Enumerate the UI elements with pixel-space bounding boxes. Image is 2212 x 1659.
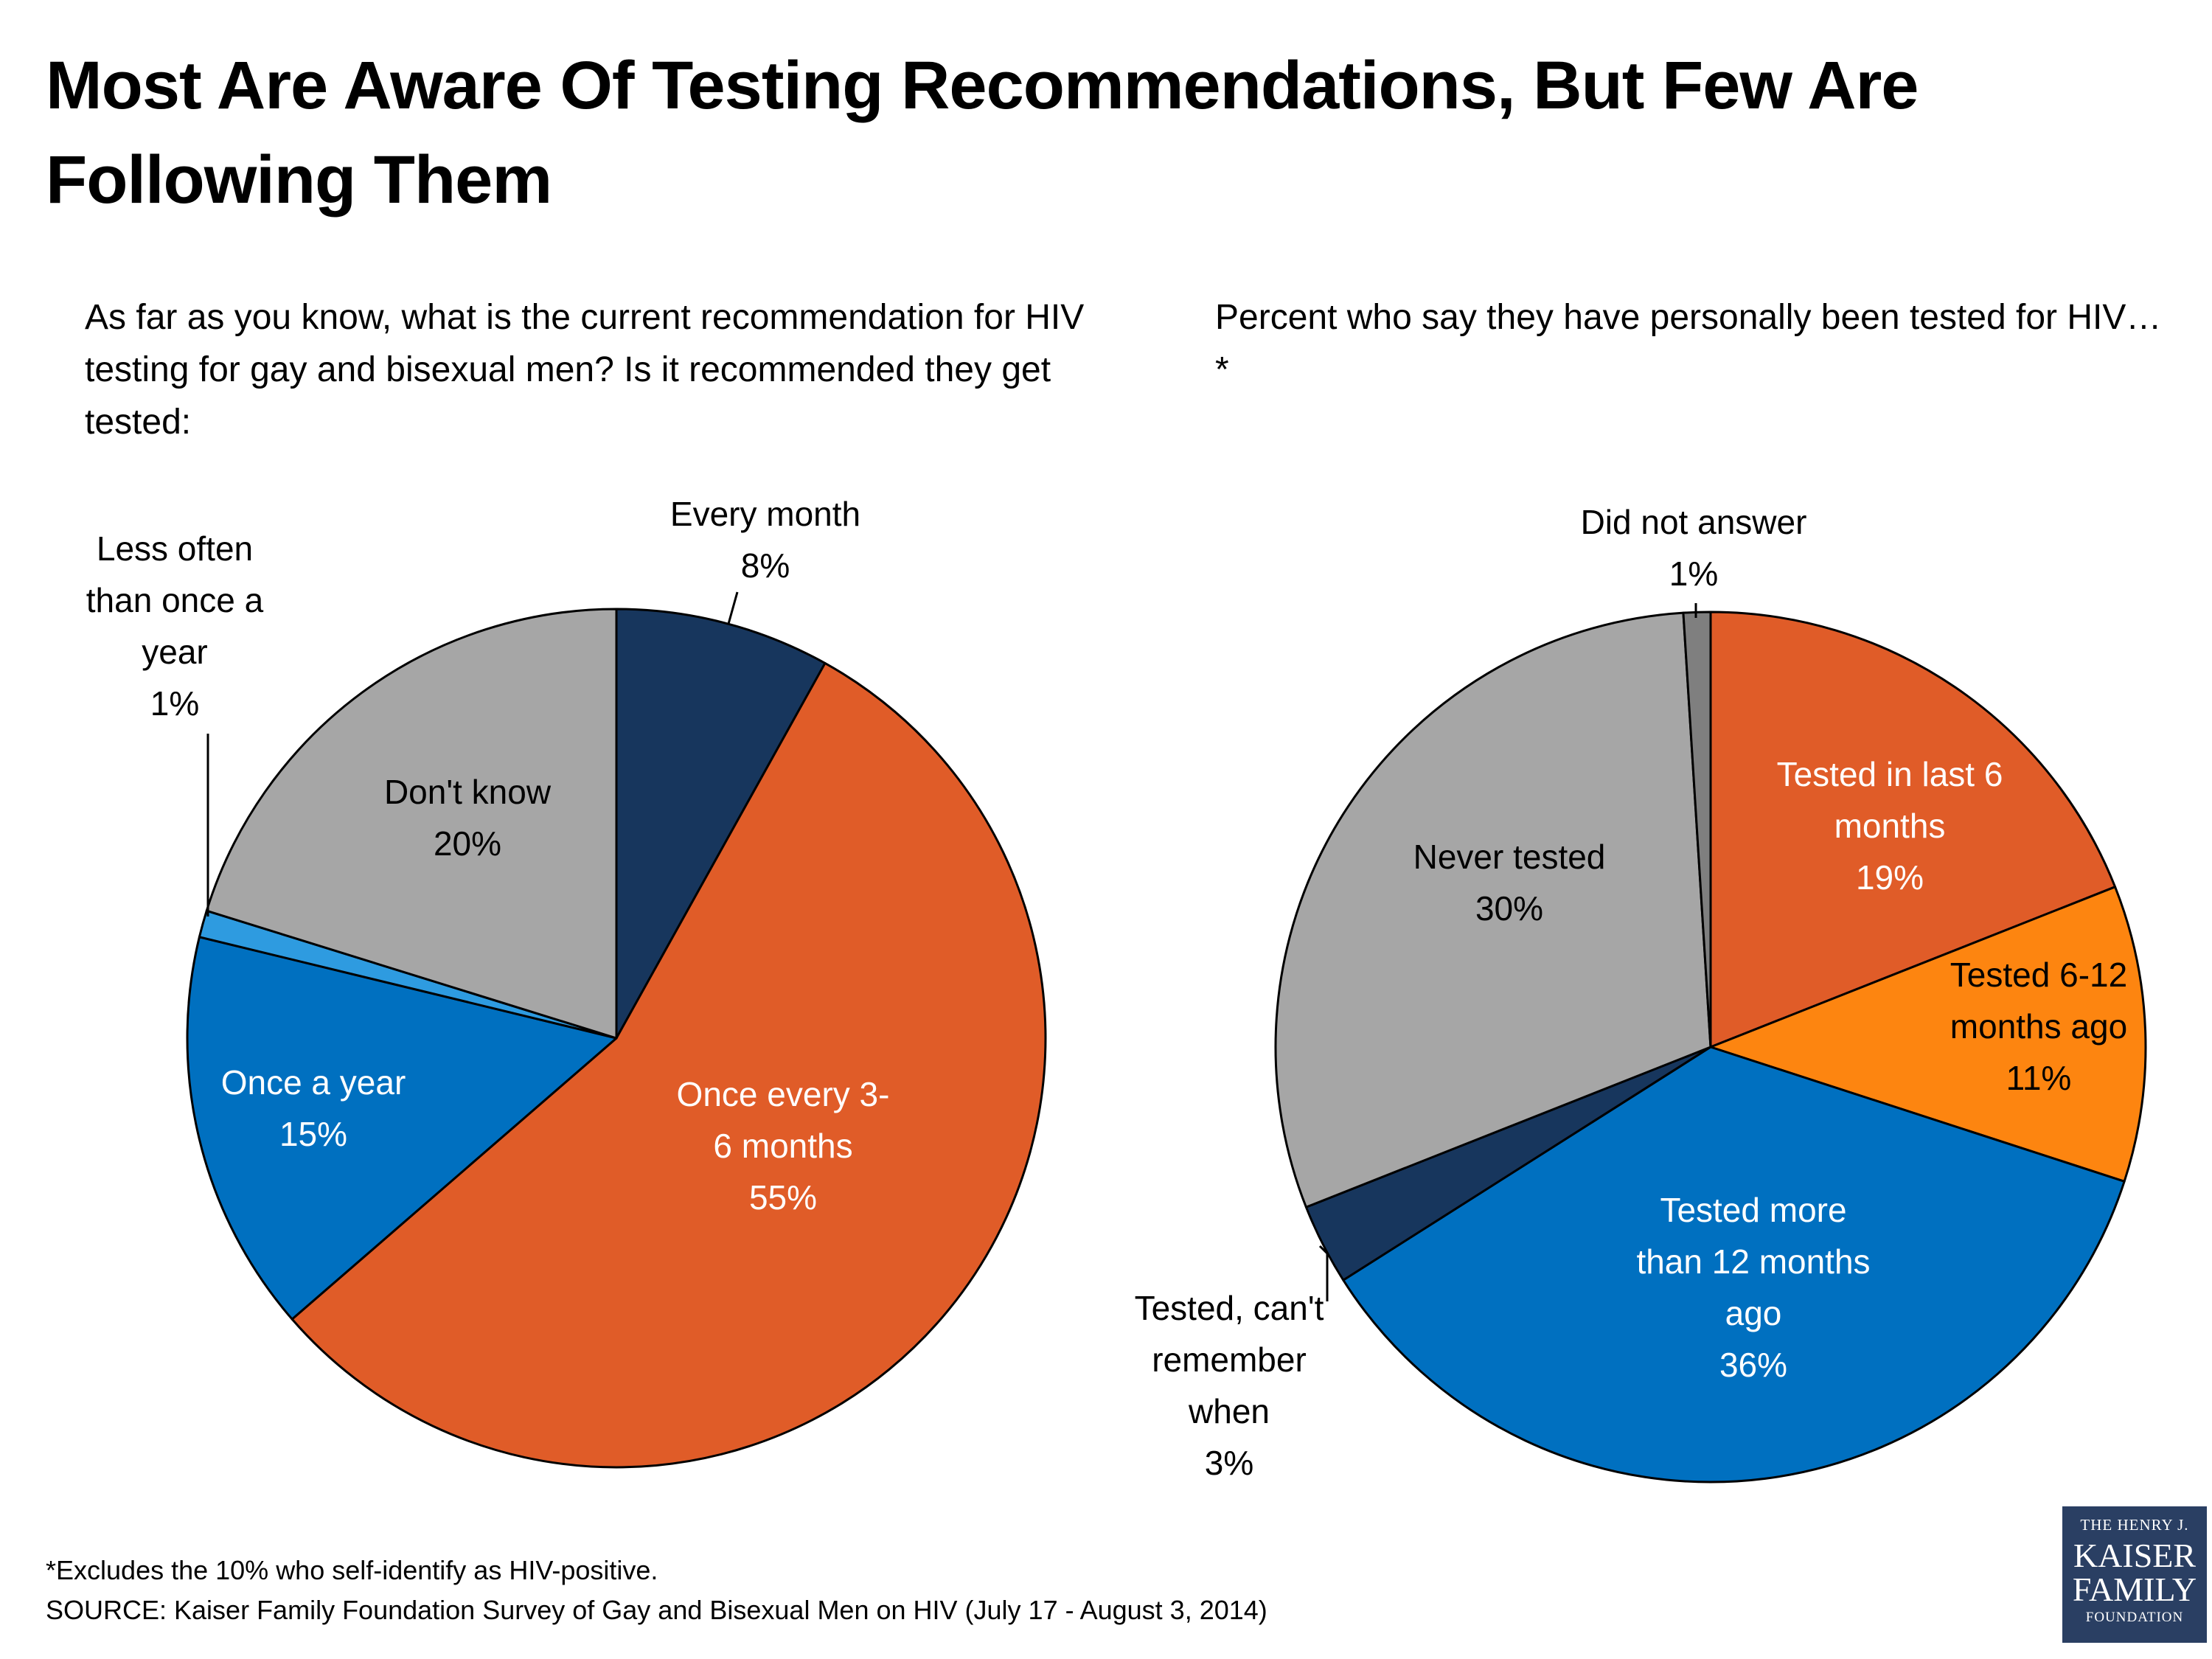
pie-slice-once-every-3-6-months bbox=[291, 661, 1047, 1469]
data-label-did-not-answer: Did not answer 1% bbox=[1581, 503, 1807, 593]
data-label-don-t-know: Don't know 20% bbox=[384, 773, 552, 863]
pie-slice-don-t-know bbox=[205, 608, 618, 1040]
logo-line-3: FAMILY bbox=[2072, 1571, 2197, 1608]
pie-chart-testing-history: Tested in last 6 months 19% Tested 6-12 mont… bbox=[1135, 503, 2147, 1484]
kff-logo: THE HENRY J. KAISER FAMILY FOUNDATION bbox=[2062, 1506, 2207, 1643]
data-label-never-tested: Never tested 30% bbox=[1413, 838, 1606, 928]
source-note: SOURCE: Kaiser Family Foundation Survey … bbox=[46, 1595, 1267, 1625]
data-label-once-every-3-6-months: Once every 3-6 months 55% bbox=[677, 1075, 890, 1217]
data-label-tested-in-last-6-months: Tested in last 6 months 19% bbox=[1777, 755, 2003, 897]
data-label-tested-more-than-12-months-ago: Tested more than 12 months ago 36% bbox=[1636, 1191, 1870, 1384]
left-chart-question: As far as you know, what is the current … bbox=[85, 298, 1085, 442]
right-chart-question: Percent who say they have personally bee… bbox=[1215, 298, 2162, 389]
data-label-every-month: Every month 8% bbox=[670, 495, 860, 585]
leader-line-tested-can-t-remember-when bbox=[1318, 1245, 1329, 1301]
pie-chart-recommendation: Every month 8% Once every 3-6 months 55% Onc… bbox=[86, 495, 1047, 1469]
pie-slice-tested-more-than-12-months-ago bbox=[1342, 1046, 2126, 1484]
logo-line-4: FOUNDATION bbox=[2085, 1610, 2184, 1625]
data-label-less-often-than-once-a-year: Less often than once a year 1% bbox=[86, 529, 264, 723]
data-label-tested-can-t-remember-when: Tested, can't remember when 3% bbox=[1135, 1289, 1324, 1482]
page-title: Most Are Aware Of Testing Recommendation… bbox=[46, 48, 1919, 218]
pie-slice-once-a-year bbox=[186, 936, 618, 1321]
pie-slice-never-tested bbox=[1274, 611, 1712, 1208]
logo-line-1: THE HENRY J. bbox=[2080, 1516, 2189, 1534]
data-label-once-a-year: Once a year 15% bbox=[221, 1063, 406, 1153]
logo-line-2: KAISER bbox=[2073, 1537, 2197, 1574]
pie-slice-every-month bbox=[615, 608, 827, 1040]
data-label-tested-6-12-months-ago: Tested 6-12 months ago 11% bbox=[1950, 956, 2127, 1097]
leader-line-every-month bbox=[727, 591, 739, 625]
footnote-exclusion: *Excludes the 10% who self-identify as H… bbox=[46, 1555, 658, 1585]
pie-slice-tested-6-12-months-ago bbox=[1709, 886, 2147, 1183]
pie-slice-tested-in-last-6-months bbox=[1709, 611, 2117, 1048]
